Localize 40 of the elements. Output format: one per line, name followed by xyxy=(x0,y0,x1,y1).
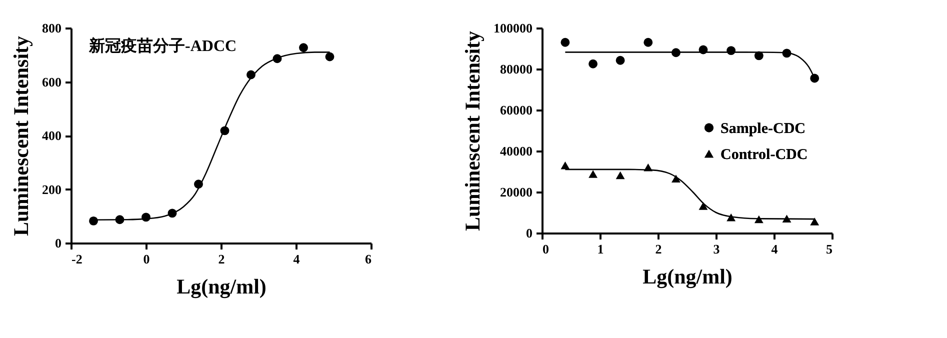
x-tick-label: 5 xyxy=(826,242,833,256)
x-axis-title: Lg(ng/ml) xyxy=(176,274,266,298)
y-tick-label: 20000 xyxy=(500,184,532,200)
x-tick-label: -2 xyxy=(72,252,82,266)
y-tick-label: 800 xyxy=(42,20,62,36)
y-tick-label: 100000 xyxy=(494,20,532,36)
point xyxy=(560,38,570,47)
point xyxy=(726,214,736,222)
x-tick-label: 0 xyxy=(542,242,549,256)
x-tick-label: 4 xyxy=(293,252,300,266)
y-tick-label: 80000 xyxy=(500,62,532,76)
x-tick-label: 0 xyxy=(143,252,150,266)
y-axis-title: Luminescent Intensity xyxy=(9,35,33,236)
legend-label: Control-CDC xyxy=(720,146,808,163)
y-tick-label: 600 xyxy=(42,74,62,90)
y-tick-label: 0 xyxy=(526,226,532,240)
y-tick-label: 40000 xyxy=(500,144,532,158)
x-tick-label: 2 xyxy=(218,252,225,266)
x-tick-label: 6 xyxy=(365,252,372,266)
point xyxy=(588,59,598,68)
y-axis-title: Luminescent Intensity xyxy=(460,30,484,232)
point xyxy=(299,43,308,52)
point xyxy=(810,218,820,226)
x-axis-title: Lg(ng/ml) xyxy=(642,264,732,288)
point xyxy=(644,38,653,47)
x-tick-label: 3 xyxy=(713,242,720,256)
x-tick-label: 4 xyxy=(771,242,778,256)
y-tick-label: 60000 xyxy=(500,102,532,118)
point xyxy=(588,170,598,178)
point xyxy=(698,202,708,210)
annotation: 新冠疫苗分子-ADCC xyxy=(88,37,237,55)
y-tick-label: 400 xyxy=(42,128,62,143)
point xyxy=(616,171,625,180)
legend-label: Sample-CDC xyxy=(720,120,806,137)
x-tick-label: 1 xyxy=(597,242,604,256)
point xyxy=(616,56,625,65)
point xyxy=(325,52,334,62)
point xyxy=(560,161,570,170)
x-tick-label: 2 xyxy=(655,242,662,256)
y-tick-label: 200 xyxy=(42,182,62,197)
